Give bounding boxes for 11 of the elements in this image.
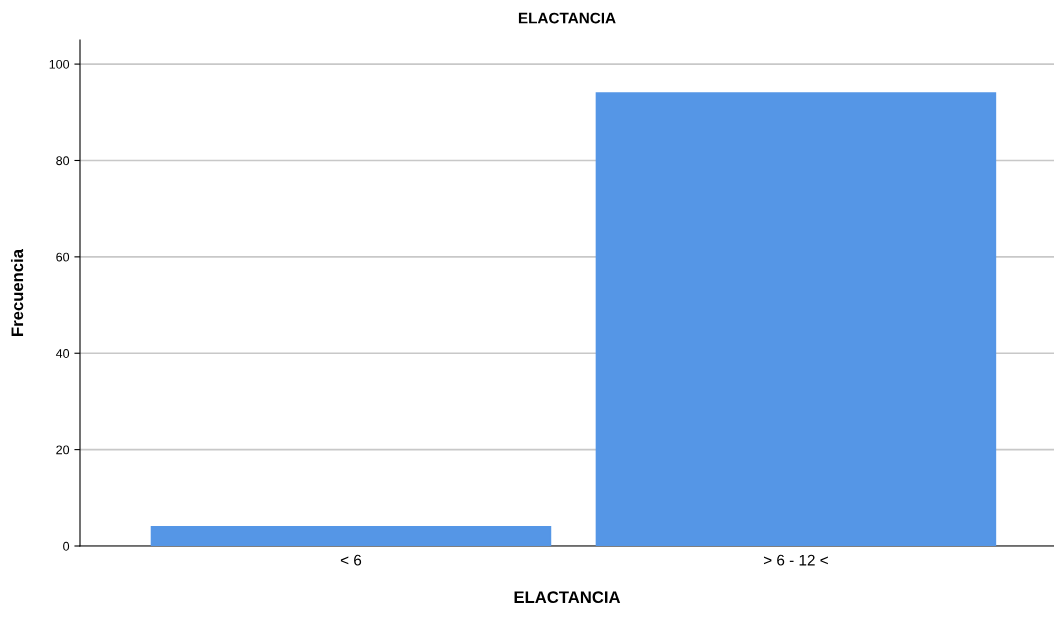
y-tick-label: 40 (55, 349, 70, 358)
x-tick-label: > 6 - 12 < (763, 554, 828, 566)
y-tick-label: 20 (56, 445, 70, 455)
y-tick-label: 60 (56, 252, 70, 262)
y-tick-label: 80 (56, 156, 70, 166)
x-axis-title: ELACTANCIA (514, 591, 621, 604)
chart-title: ELACTANCIA (518, 12, 616, 24)
x-tick-label: < 6 (340, 554, 362, 566)
y-axis-title: Frecuencia (10, 248, 24, 336)
y-tick-label: 100 (49, 59, 70, 69)
y-tick-label: 0 (63, 541, 70, 551)
